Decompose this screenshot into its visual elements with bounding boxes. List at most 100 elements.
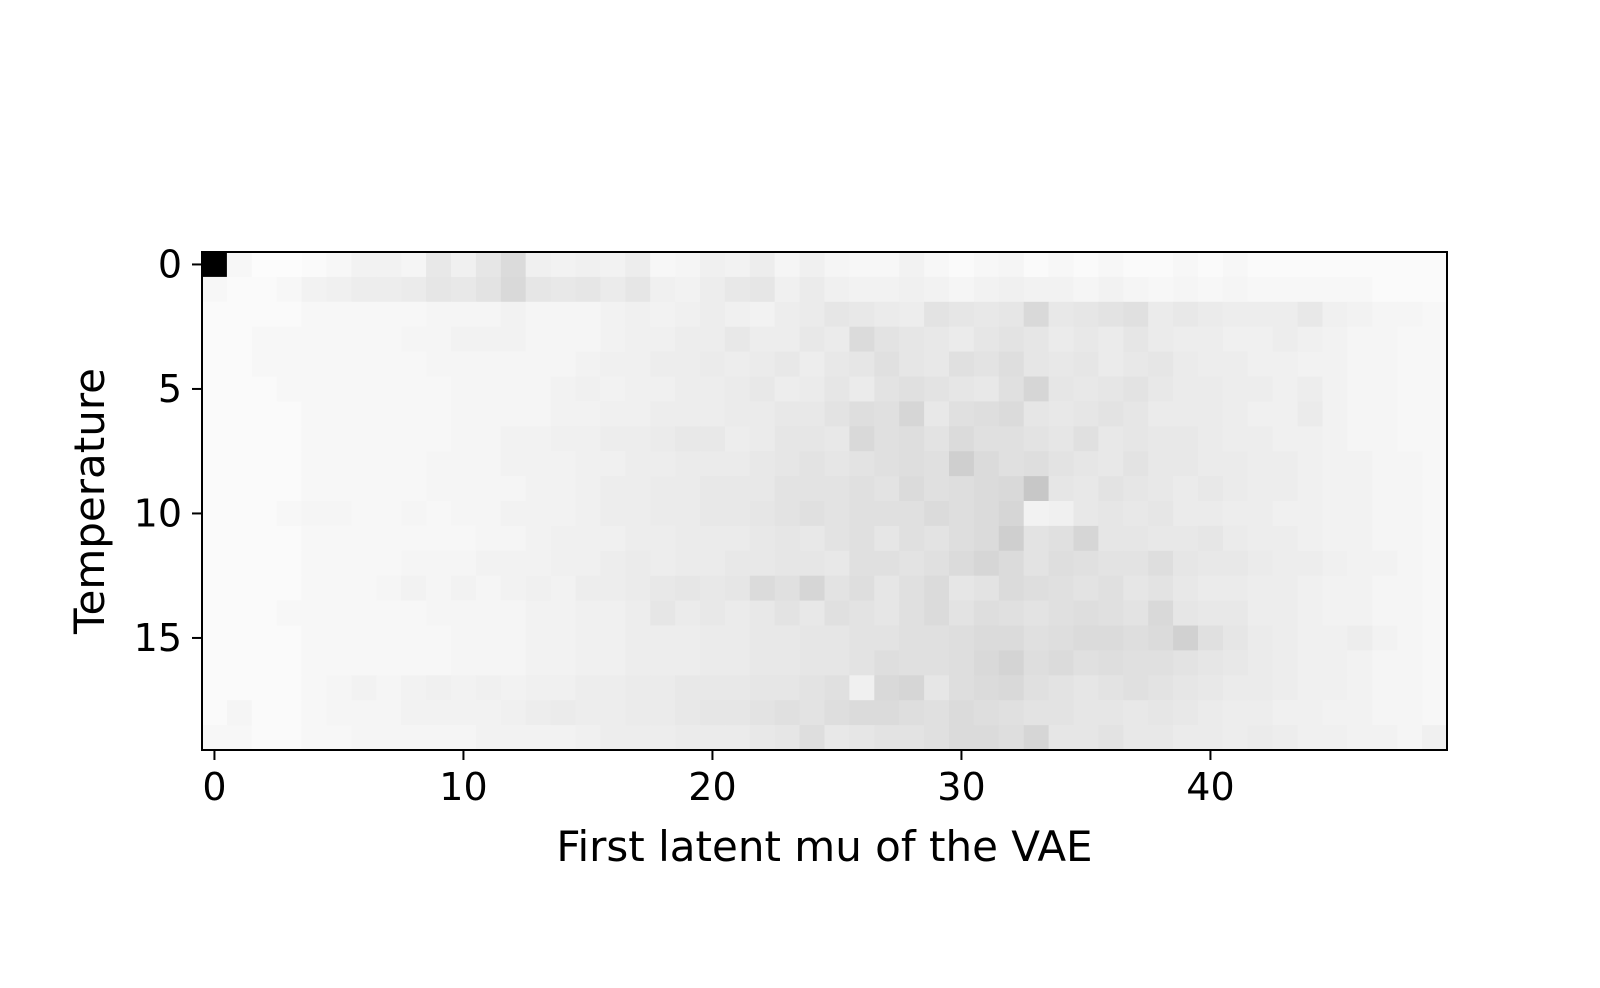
heatmap-cell: [650, 550, 676, 577]
y-tick-label: 0: [158, 242, 182, 286]
heatmap-cell: [1123, 700, 1149, 726]
heatmap-cell: [1397, 376, 1423, 402]
heatmap-cell: [1222, 575, 1249, 602]
heatmap-cell: [700, 301, 726, 328]
heatmap-cell: [1297, 351, 1324, 378]
heatmap-cell: [475, 326, 502, 353]
heatmap-cell: [351, 476, 377, 502]
heatmap-cell: [1272, 525, 1299, 552]
heatmap-cell: [1222, 351, 1249, 378]
heatmap-cell: [575, 326, 601, 353]
heatmap-cell: [1272, 301, 1299, 328]
heatmap-cell: [426, 600, 452, 627]
heatmap-cell: [924, 501, 950, 527]
heatmap-cell: [351, 252, 377, 278]
heatmap-cell: [1173, 675, 1199, 701]
heatmap-cell: [202, 376, 228, 402]
heatmap-cell: [1297, 326, 1324, 353]
heatmap-cell: [426, 301, 452, 328]
heatmap-cell: [202, 476, 228, 502]
heatmap-cell: [724, 401, 751, 427]
heatmap-cell: [1148, 550, 1174, 577]
heatmap-cell: [874, 700, 900, 726]
heatmap-cell: [1148, 451, 1174, 477]
heatmap-cell: [475, 276, 502, 303]
heatmap-cell: [1247, 525, 1274, 552]
heatmap-cell: [1347, 326, 1373, 353]
heatmap-cell: [749, 426, 776, 452]
heatmap-cell: [575, 451, 601, 477]
heatmap-cell: [973, 600, 1000, 627]
heatmap-cell: [998, 575, 1025, 602]
heatmap-cell: [1198, 426, 1224, 452]
heatmap-cell: [824, 326, 850, 353]
heatmap-cell: [650, 725, 676, 751]
heatmap-cell: [1422, 376, 1448, 402]
heatmap-cell: [401, 575, 427, 602]
heatmap-cell: [1048, 501, 1075, 527]
heatmap-cell: [202, 600, 228, 627]
heatmap-cell: [426, 351, 452, 378]
heatmap-cell: [226, 476, 253, 502]
heatmap-cell: [824, 700, 850, 726]
heatmap-cell: [874, 600, 900, 627]
heatmap-cell: [525, 426, 552, 452]
heatmap-cell: [376, 326, 402, 353]
heatmap-cell: [1173, 451, 1199, 477]
x-tick-label: 20: [688, 765, 736, 809]
heatmap-cell: [650, 276, 676, 303]
heatmap-cell: [824, 301, 850, 328]
heatmap-cell: [874, 575, 900, 602]
heatmap-cell: [1073, 675, 1099, 701]
heatmap-cell: [500, 700, 527, 726]
heatmap-cell: [1347, 525, 1373, 552]
heatmap-cell: [1148, 625, 1174, 651]
heatmap-cell: [451, 650, 477, 676]
heatmap-cell: [1098, 252, 1124, 278]
heatmap-cell: [226, 301, 253, 328]
heatmap-cell: [774, 675, 801, 701]
heatmap-cell: [774, 451, 801, 477]
heatmap-cell: [749, 451, 776, 477]
heatmap-cell: [401, 326, 427, 353]
heatmap-cell: [525, 501, 552, 527]
heatmap-cell: [1148, 401, 1174, 427]
heatmap-cell: [376, 451, 402, 477]
heatmap-cell: [426, 700, 452, 726]
heatmap-cell: [525, 700, 552, 726]
heatmap-cell: [1148, 476, 1174, 502]
heatmap-cell: [426, 650, 452, 676]
heatmap-cell: [575, 575, 601, 602]
heatmap-cell: [326, 700, 352, 726]
heatmap-cell: [1198, 401, 1224, 427]
heatmap-cell: [824, 376, 850, 402]
heatmap-cell: [1297, 252, 1324, 278]
heatmap-cell: [700, 600, 726, 627]
heatmap-cell: [1173, 501, 1199, 527]
heatmap-cell: [600, 276, 626, 303]
heatmap-cell: [376, 476, 402, 502]
heatmap-cell: [749, 600, 776, 627]
heatmap-cell: [1123, 525, 1149, 552]
heatmap-cell: [1148, 525, 1174, 552]
heatmap-cell: [301, 725, 328, 751]
heatmap-cell: [376, 401, 402, 427]
heatmap-cell: [1198, 476, 1224, 502]
heatmap-cell: [949, 501, 975, 527]
heatmap-cell: [550, 625, 577, 651]
heatmap-cell: [276, 351, 303, 378]
heatmap-cell: [1048, 351, 1075, 378]
heatmap-cell: [998, 600, 1025, 627]
heatmap-cell: [301, 501, 328, 527]
heatmap-cell: [1098, 376, 1124, 402]
heatmap-cell: [899, 426, 925, 452]
heatmap-cell: [625, 476, 651, 502]
heatmap-cell: [849, 725, 875, 751]
heatmap-cell: [724, 625, 751, 651]
heatmap-cell: [326, 451, 352, 477]
heatmap-cell: [600, 252, 626, 278]
heatmap-cell: [1123, 426, 1149, 452]
heatmap-cell: [724, 301, 751, 328]
heatmap-cell: [451, 252, 477, 278]
heatmap-cell: [1347, 376, 1373, 402]
